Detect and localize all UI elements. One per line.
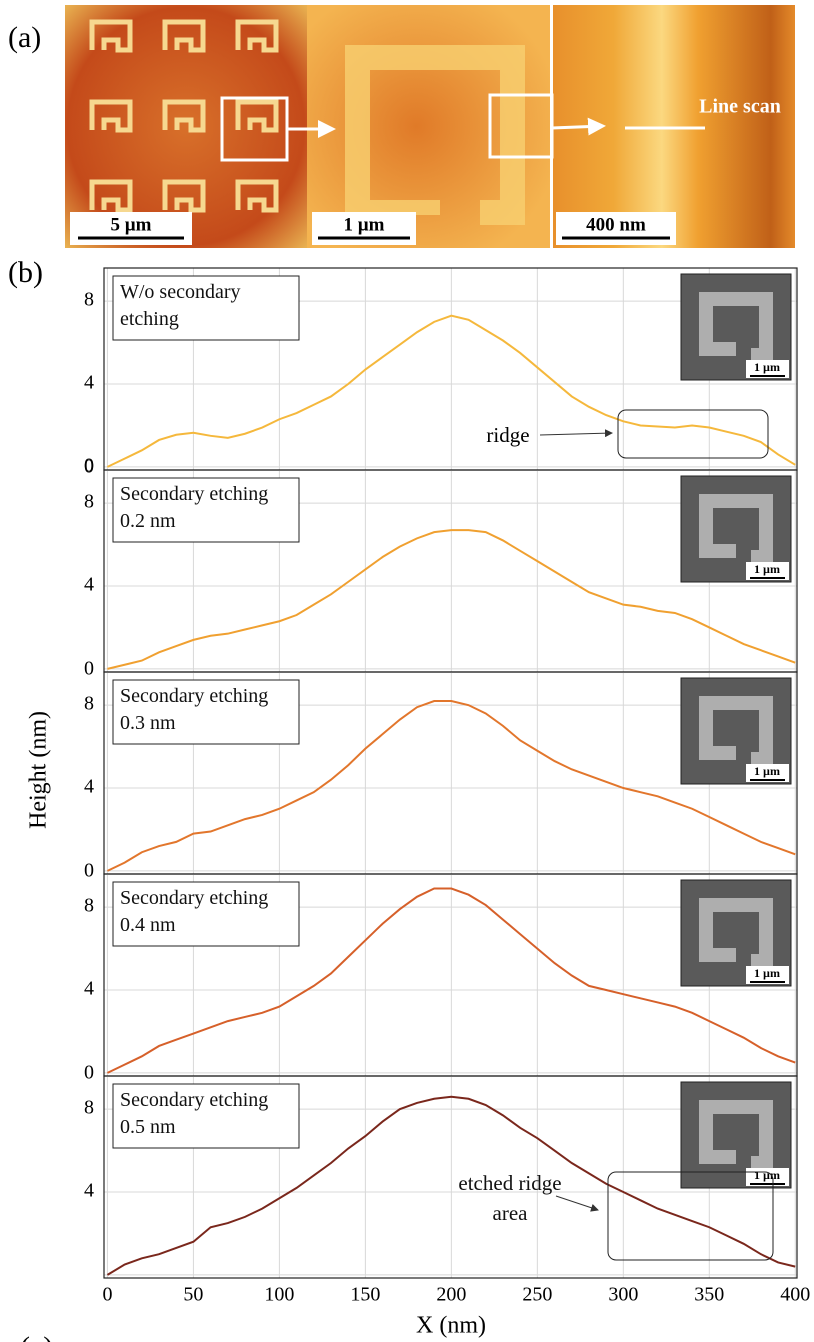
sem-scale-box [746, 562, 789, 580]
y-tick-label: 0 [84, 454, 94, 476]
sem-scale-label: 1 µm [754, 764, 780, 778]
sem-scale-label: 1 µm [754, 966, 780, 980]
x-tick-label: 150 [350, 1284, 380, 1306]
annotation: etched ridge area [458, 1171, 562, 1225]
zoom-arrow [551, 117, 606, 136]
sem-scale-box [746, 360, 789, 378]
annotation-wrap: etched ridge area [458, 1171, 562, 1225]
sem-scale-box [746, 966, 789, 984]
legend-box [112, 881, 300, 947]
y-tick-label: 8 [84, 693, 94, 715]
legend-box [112, 679, 300, 745]
afm-feature [345, 45, 525, 225]
afm-features [89, 19, 279, 213]
x-axis-label: X (nm) [416, 1313, 486, 1339]
y-axis-label: Height (nm) [26, 711, 52, 829]
legend-entry: Secondary etching 0.5 nm [120, 1089, 269, 1138]
y-tick-label: 8 [84, 289, 94, 311]
x-tick-label: 250 [522, 1284, 552, 1306]
legend-entry-wrap: Secondary etching 0.2 nm [120, 483, 269, 532]
y-tick-label: 8 [84, 1097, 94, 1119]
y-tick-label: 4 [84, 1180, 94, 1202]
chart-panel: 0 4 8 1 µm W/o secondary etching ridge [84, 267, 798, 476]
legend-entry: Secondary etching 0.4 nm [120, 887, 269, 936]
data-line [107, 529, 796, 670]
x-tick-label: 400 [780, 1284, 810, 1306]
y-tick-label: 4 [84, 574, 94, 596]
y-tick-label: 0 [84, 658, 94, 680]
annotation: ridge [486, 423, 529, 447]
sem-feature [699, 292, 773, 362]
y-tick-label: 4 [84, 978, 94, 1000]
data-line [107, 700, 796, 872]
legend-entry-wrap: Secondary etching 0.5 nm [120, 1089, 269, 1138]
y-tick-label: 8 [84, 491, 94, 513]
scale-label: 1 µm [343, 214, 384, 235]
annotation-box [617, 409, 769, 459]
chart-panel: 0 4 8 1 µm Secondary etching 0.5 nm etched ri… [84, 1062, 798, 1279]
x-tick-label: 0 [102, 1284, 112, 1306]
y-tick-label: 4 [84, 776, 94, 798]
sem-scale-label: 1 µm [754, 562, 780, 576]
x-tick-label: 100 [264, 1284, 294, 1306]
legend-entry-wrap: W/o secondary etching [120, 281, 241, 330]
y-tick-label: 8 [84, 895, 94, 917]
x-tick-label: 200 [436, 1284, 466, 1306]
data-line [107, 314, 796, 468]
sem-feature [699, 696, 773, 766]
legend-entry-wrap: Secondary etching 0.3 nm [120, 685, 269, 734]
chart-panel: 0 4 8 1 µm Secondary etching 0.3 nm [84, 658, 798, 875]
y-tick-label: 0 [84, 456, 94, 478]
zoom-box [488, 93, 554, 159]
plot-frame [103, 1075, 798, 1279]
panel-a: Line scan 5 µm 1 µm 400 nm (a) [8, 5, 795, 248]
x-tick-label: 350 [694, 1284, 724, 1306]
chart-panel: 0 4 8 1 µm Secondary etching 0.4 nm [84, 860, 798, 1077]
sem-feature [699, 898, 773, 968]
legend-entry: Secondary etching 0.2 nm [120, 483, 269, 532]
panel-label: (b) [8, 256, 43, 289]
annotation-arrow [555, 1195, 599, 1212]
sem-scale-label: 1 µm [754, 360, 780, 374]
panel-label: (c) [20, 1331, 53, 1342]
annotation-box [607, 1171, 774, 1261]
legend-box [112, 477, 300, 543]
legend-entry: W/o secondary etching [120, 281, 241, 330]
annotation-arrow [539, 429, 613, 438]
legend-box [112, 1083, 300, 1149]
x-tick-label: 300 [608, 1284, 638, 1306]
sem-scale-box [746, 764, 789, 782]
y-tick-label: 4 [84, 372, 94, 394]
legend-box [112, 275, 300, 341]
line-scan-label: Line scan [699, 96, 781, 118]
scale-label: 5 µm [110, 214, 151, 235]
chart-panel: 0 4 8 1 µm Secondary etching 0.2 nm [84, 456, 798, 673]
legend-entry: Secondary etching 0.3 nm [120, 685, 269, 734]
scale-label: 400 nm [586, 214, 646, 235]
y-tick-label: 0 [84, 1062, 94, 1084]
legend-entry-wrap: Secondary etching 0.4 nm [120, 887, 269, 936]
x-tick-label: 50 [183, 1284, 203, 1306]
sem-feature [699, 494, 773, 564]
panel-label: (a) [8, 21, 41, 54]
data-line [106, 1095, 796, 1276]
sem-scale-label: 1 µm [754, 1168, 780, 1182]
y-tick-label: 0 [84, 860, 94, 882]
sem-feature [699, 1100, 773, 1170]
data-line [107, 887, 796, 1074]
